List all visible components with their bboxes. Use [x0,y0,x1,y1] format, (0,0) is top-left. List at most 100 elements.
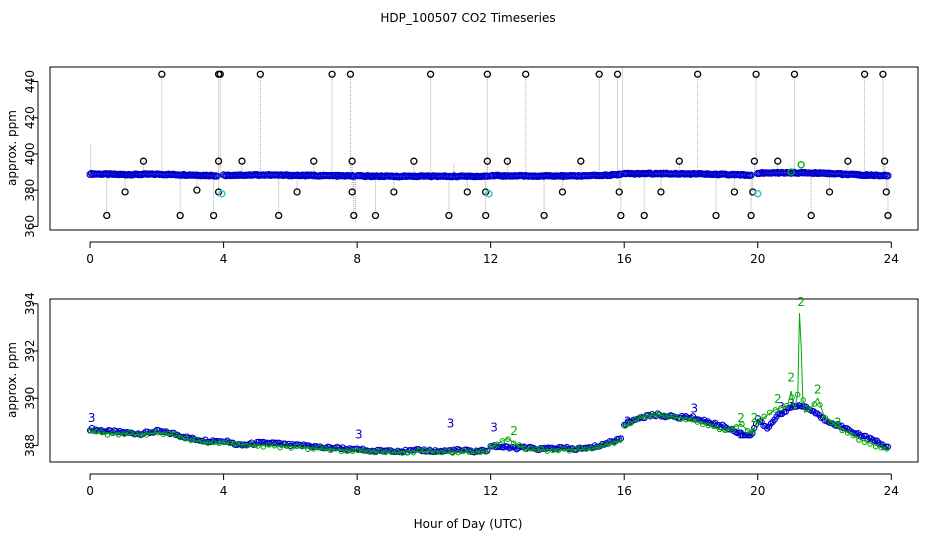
green-series-point [772,407,779,413]
green-series-point [327,447,334,454]
green-series-point [516,442,523,448]
bottom-x-tick-label: 4 [220,484,228,498]
top-y-axis-label: approx. ppm [5,110,19,186]
green-series-point [310,446,317,452]
cyan-point [754,190,762,198]
green-series-line [89,430,221,444]
blue-series-point [754,415,762,422]
top-x-tick-label: 20 [750,252,765,266]
top-x-tick-label: 0 [86,252,94,266]
blue-series-label: 3 [787,397,795,411]
blue-series-point [814,410,821,417]
green-series-point [154,429,161,436]
green-series-point [126,429,133,436]
green-series-point [822,415,829,421]
green-series-point [216,440,222,447]
outlier-point [238,157,246,165]
green-series-point [87,427,94,434]
green-series-label: 2 [510,424,518,438]
outlier-point [482,211,490,220]
outlier-point [350,211,358,220]
green-series-point [716,426,723,433]
green-series-point [455,449,462,456]
outlier-point [577,157,585,165]
green-series-point [561,446,567,452]
green-series-point [688,416,695,423]
outlier-point [712,211,720,220]
bottom-x-tick-label: 24 [884,484,899,498]
green-series-point [833,421,840,428]
green-series-point [727,425,734,432]
green-series-point [243,442,250,449]
green-series-point [844,430,851,436]
green-series-point [99,429,105,436]
outlier-point [176,211,184,220]
green-series-point [249,441,255,448]
green-series-point [199,438,206,445]
outlier-point [879,70,887,78]
green-series-point [410,449,417,456]
green-series-point [722,427,728,434]
outlier-point [558,188,567,196]
green-series-point [115,431,122,438]
green-series-point [238,441,244,447]
bottom-panel: approx. ppm 0 4 8 12 16 20 24 388 390 392 394 3 3 3 3… [5,292,919,498]
green-series-point [416,447,422,454]
outlier-point [615,188,623,196]
green-series-point [282,442,289,449]
outlier-point [139,157,148,165]
green-series-point [266,442,272,448]
blue-series-label: 3 [691,401,699,415]
green-series-point [805,406,812,413]
green-series-point [182,435,189,442]
outlier-point [214,157,223,165]
green-series-point [483,449,489,455]
green-series-point [872,443,879,450]
green-series-point [611,440,617,446]
green-series-point [861,439,868,445]
green-series-point [449,450,456,456]
green-series-point [600,442,606,448]
green-series-point [121,431,128,437]
outlier-point [882,188,890,196]
figure-title: HDP_100507 CO2 Timeseries [380,11,555,25]
outlier-point [256,70,264,78]
green-series-point [294,443,300,450]
outlier-point [103,211,111,220]
outlier-point [617,211,625,220]
green-series-point [171,431,178,438]
green-series-label: 2 [787,371,795,385]
blue-series-label: 3 [737,427,745,441]
outlier-point [675,157,683,165]
green-series-point [588,445,595,452]
green-series-point [277,444,283,451]
top-axes: 0 4 8 12 16 20 24 360 380 400 420 440 [23,70,899,266]
green-series-point [510,440,517,447]
green-series-point [789,394,795,401]
green-series-point [594,444,601,451]
green-series-point [355,447,361,454]
x-axis-label: Hour of Day (UTC) [414,517,523,531]
green-series-point [733,424,740,430]
green-series-point [366,448,372,455]
blue-series-point [767,420,775,427]
green-series-point [633,416,639,423]
blue-series-label: 3 [355,427,363,441]
cyan-point [485,190,493,198]
green-series-point [299,443,306,450]
green-series-line [623,313,889,451]
green-series-point [694,419,701,425]
outlier-point [825,188,834,196]
green-series-label: 2 [834,416,842,430]
green-series-point [160,431,167,438]
green-series-point [700,421,706,428]
bottom-plot-frame [49,298,919,463]
green-series-point [811,401,818,407]
top-x-tick-label: 4 [220,252,228,266]
blue-series-label: 3 [624,414,632,428]
green-series-point [210,439,217,446]
baseline-point [884,172,892,180]
bottom-y-tick-label: 390 [23,387,37,410]
baseline-point [213,172,221,180]
